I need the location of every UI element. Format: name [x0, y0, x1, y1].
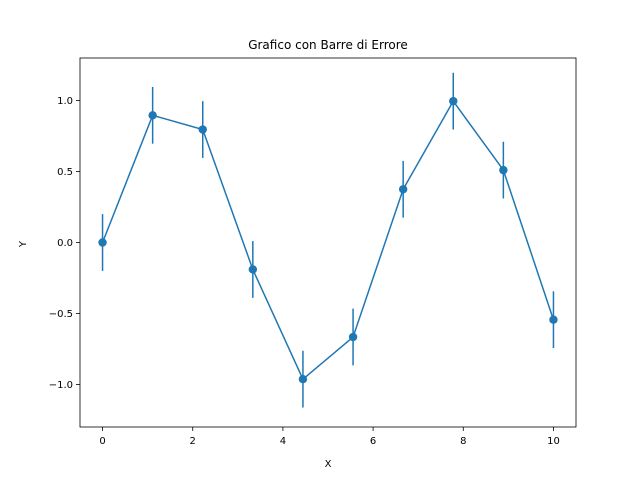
x-tick-label: 6	[370, 436, 376, 447]
plot-area: 0 2 4 6 8 10 −1.0 −0.5 0.0 0.5 1.0	[49, 57, 577, 447]
data-point	[449, 96, 458, 106]
x-tick-label: 10	[547, 436, 560, 447]
data-point	[398, 185, 408, 194]
data-point	[499, 165, 508, 175]
series-line	[101, 100, 555, 380]
x-tick-label: 2	[190, 436, 196, 447]
chart-title: Grafico con Barre di Errore	[248, 38, 408, 52]
x-tick-label: 4	[280, 436, 286, 447]
x-axis-label: X	[325, 459, 332, 470]
data-point	[298, 374, 308, 384]
x-tick-label: 8	[460, 436, 466, 447]
y-tick-label: 1.0	[57, 96, 73, 107]
y-axis-label: Y	[18, 240, 29, 248]
data-point	[98, 238, 107, 247]
data-point	[148, 111, 157, 120]
y-tick-label: 0.0	[57, 238, 73, 249]
x-tick-label: 0	[99, 436, 105, 447]
y-tick-label: 0.5	[57, 167, 73, 178]
y-tick-label: −1.0	[49, 380, 73, 391]
data-point	[248, 265, 258, 274]
data-point	[549, 315, 558, 324]
data-point	[348, 332, 358, 342]
data-point	[198, 125, 207, 134]
y-tick-label: −0.5	[49, 309, 73, 320]
